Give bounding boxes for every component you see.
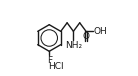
Text: NH₂: NH₂ — [65, 41, 82, 50]
Text: OH: OH — [94, 27, 108, 36]
Text: HCl: HCl — [48, 62, 64, 71]
Text: F: F — [47, 56, 52, 65]
Text: O: O — [83, 32, 90, 41]
